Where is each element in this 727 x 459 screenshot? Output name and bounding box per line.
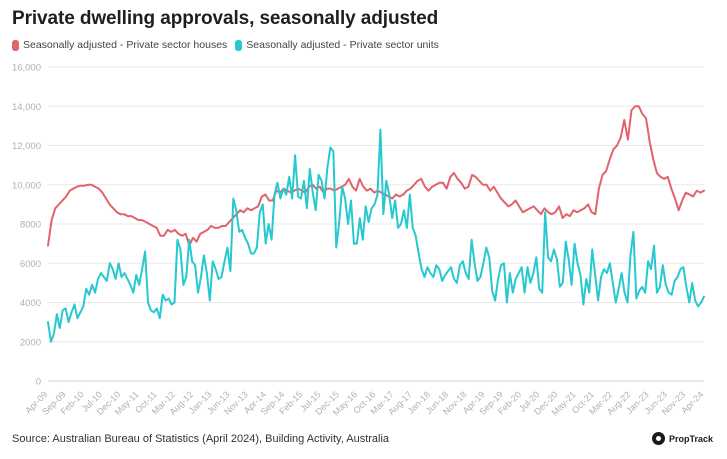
source-note: Source: Australian Bureau of Statistics …: [12, 433, 390, 445]
legend-item-houses[interactable]: Seasonally adjusted - Private sector hou…: [12, 39, 227, 51]
legend-label-houses: Seasonally adjusted - Private sector hou…: [23, 39, 228, 51]
y-tick-label: 6000: [20, 259, 41, 270]
legend-swatch-houses: [12, 39, 19, 51]
legend-label-units: Seasonally adjusted - Private sector uni…: [246, 39, 439, 51]
y-tick-label: 8000: [20, 220, 41, 231]
y-tick-label: 16,000: [12, 63, 41, 74]
y-tick-label: 0: [36, 377, 41, 388]
proptrack-logo-icon: [651, 432, 665, 445]
y-tick-label: 14,000: [12, 102, 41, 113]
legend-item-units[interactable]: Seasonally adjusted - Private sector uni…: [235, 39, 439, 51]
chart-legend: Seasonally adjusted - Private sector hou…: [12, 39, 441, 51]
x-axis-tick-labels: Apr-09Sep-09Feb-10Jul-10Dec-10May-11Oct-…: [23, 389, 705, 417]
gridlines: [48, 66, 704, 382]
series-line-units: [47, 128, 705, 343]
y-axis-tick-labels: 0 2000 4000 6000 8000 10,000 12,000 14,000 16,00…: [12, 63, 41, 388]
series-lines: [47, 105, 705, 343]
series-line-houses: [47, 105, 705, 247]
brand-name: PropTrack: [668, 433, 713, 444]
y-tick-label: 2000: [20, 337, 41, 348]
y-tick-label: 4000: [20, 298, 41, 309]
y-tick-label: 12,000: [12, 141, 41, 152]
brand-logo: PropTrack: [651, 432, 713, 445]
legend-swatch-units: [235, 39, 243, 51]
y-tick-label: 10,000: [12, 180, 41, 191]
chart-title: Private dwelling approvals, seasonally a…: [12, 8, 439, 29]
